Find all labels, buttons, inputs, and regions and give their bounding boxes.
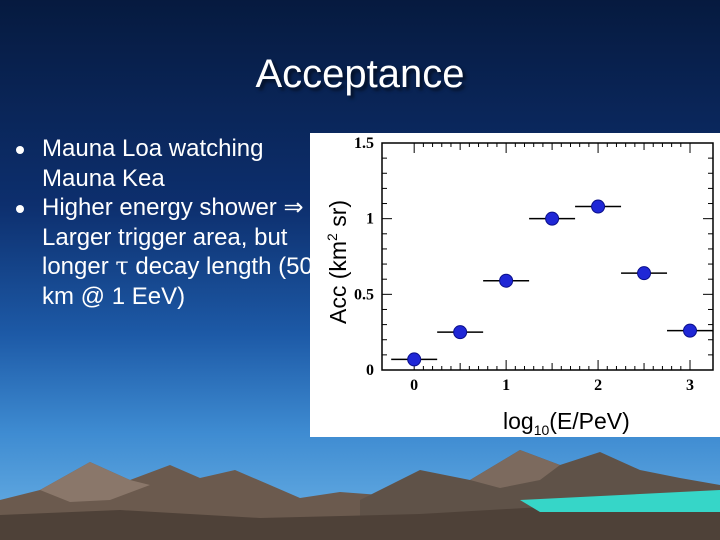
data-point	[637, 266, 652, 281]
bullet-text-start: Higher energy shower	[42, 194, 284, 221]
data-point	[407, 352, 422, 367]
x-tick-label: 1	[502, 377, 510, 394]
x-axis-label: log10(E/PeV)	[503, 408, 630, 437]
bullet-item: Mauna Loa watching Mauna Kea	[14, 134, 314, 193]
bullet-text-end: decay length (50 km @ 1 EeV)	[42, 253, 313, 310]
y-axis-label: Acc (km2 sr)	[324, 200, 351, 324]
y-tick-label: 1	[366, 211, 374, 228]
bullet-item: Higher energy shower ⇒ Larger trigger ar…	[14, 193, 314, 311]
x-tick-label: 0	[410, 377, 418, 394]
x-tick-label: 3	[686, 377, 694, 394]
acceptance-chart-svg: 0 0.5 1 1.5 0 1 2 3 log10(E/PeV) Acc (km2 sr)	[324, 135, 714, 437]
data-point	[591, 199, 606, 214]
y-tick-label: 1.5	[354, 135, 374, 152]
data-point	[499, 273, 514, 288]
bullet-dot-icon	[16, 146, 24, 154]
mountain-highlight	[40, 462, 150, 502]
water-shore	[520, 490, 720, 512]
mountain-landscape	[0, 450, 720, 540]
tau-symbol: τ	[115, 252, 129, 280]
slide-title: Acceptance	[255, 52, 465, 96]
plot-frame	[381, 142, 714, 371]
y-tick-label: 0	[366, 362, 374, 379]
bullet-text: Mauna Loa watching Mauna Kea	[42, 135, 264, 192]
bullet-list: Mauna Loa watching Mauna Kea Higher ener…	[14, 134, 314, 311]
x-tick-label: 2	[594, 377, 602, 394]
foreground-hills	[0, 504, 720, 540]
acceptance-plot: 0 0.5 1 1.5 0 1 2 3 log10(E/PeV) Acc (km2 sr)	[310, 133, 720, 437]
implies-arrow-icon: ⇒	[283, 194, 304, 221]
bullet-dot-icon	[16, 205, 24, 213]
data-point	[683, 323, 698, 338]
data-point	[453, 325, 468, 340]
bullet-text-middle: Larger trigger area, but longer	[42, 223, 288, 281]
mountain-highlight-right	[470, 450, 560, 488]
y-tick-label: 0.5	[354, 286, 374, 303]
data-point	[545, 211, 560, 226]
